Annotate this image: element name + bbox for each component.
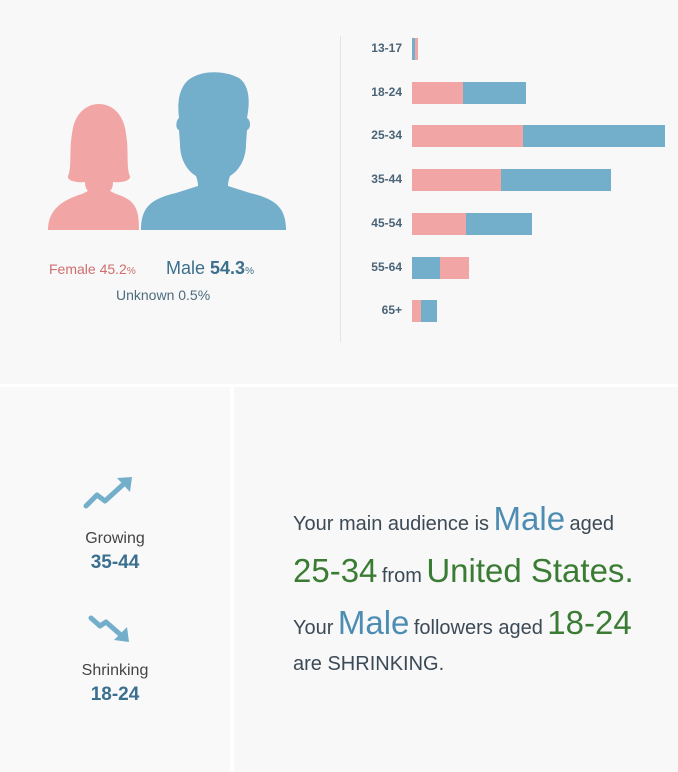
female-value: 45.2	[99, 261, 127, 277]
shrinking-trend: Shrinking 18-24	[0, 662, 230, 706]
female-bar-segment	[440, 256, 469, 279]
male-bar-segment	[522, 125, 665, 148]
male-value: 54.3	[210, 258, 246, 278]
summary-line-2: 25-34 from United States.	[293, 545, 673, 597]
male-bar-segment	[412, 256, 441, 279]
male-bar-segment	[462, 81, 526, 104]
male-bar-segment	[421, 300, 438, 323]
growing-range: 35-44	[90, 552, 140, 573]
summary-text: followers aged	[413, 617, 543, 639]
unknown-percentage: Unknown 0.5%	[116, 287, 211, 303]
male-bar-segment	[412, 38, 416, 60]
summary-age-highlight: 18-24	[547, 604, 632, 641]
summary-period: .	[624, 552, 634, 589]
chart-axis-line	[340, 36, 341, 342]
summary-text: Your main audience is	[293, 513, 490, 535]
shrinking-label: Shrinking	[81, 662, 149, 679]
summary-gender-highlight: Male	[337, 604, 410, 641]
female-silhouette-icon	[48, 104, 139, 230]
summary-text: from	[381, 565, 422, 587]
trend-up-arrow-icon	[83, 477, 132, 509]
summary-age-highlight: 25-34	[293, 552, 378, 589]
male-percentage: Male 54.3%	[166, 258, 254, 279]
growing-trend: Growing 35-44	[0, 530, 230, 574]
male-label: Male	[166, 258, 206, 278]
trend-down-arrow-icon	[88, 615, 129, 642]
demographics-panel	[0, 0, 678, 384]
summary-country-highlight: United States	[426, 552, 625, 589]
age-tick-label: 55-64	[371, 259, 402, 274]
panel-divider-vertical	[230, 387, 234, 772]
male-percent-sign: %	[245, 266, 254, 277]
summary-line-3: Your Male followers aged 18-24	[293, 597, 673, 649]
female-bar-segment	[412, 212, 466, 235]
summary-text: are SHRINKING.	[293, 653, 445, 675]
summary-line-4: are SHRINKING.	[293, 649, 673, 679]
panel-divider	[0, 384, 678, 387]
age-tick-label: 18-24	[371, 84, 402, 99]
female-bar-segment	[412, 81, 463, 104]
summary-text: Your	[293, 617, 334, 639]
trends-panel	[0, 387, 230, 772]
age-tick-label: 25-34	[371, 128, 402, 143]
age-tick-label: 65+	[381, 303, 402, 318]
male-bar-segment	[465, 212, 533, 235]
age-tick-label: 13-17	[371, 41, 402, 55]
male-silhouette-icon	[141, 72, 286, 231]
shrinking-range: 18-24	[90, 684, 140, 705]
audience-summary: Your main audience is Male aged 25-34 fr…	[293, 493, 673, 679]
age-tick-label: 45-54	[371, 215, 402, 230]
female-percent-sign: %	[126, 266, 136, 277]
female-bar-segment	[412, 169, 501, 192]
summary-line-1: Your main audience is Male aged	[293, 493, 673, 545]
age-tick-label: 35-44	[371, 172, 402, 187]
female-percentage: Female 45.2%	[49, 261, 136, 277]
summary-panel	[234, 387, 678, 772]
male-bar-segment	[500, 169, 612, 192]
summary-text: aged	[569, 513, 615, 535]
female-label: Female	[49, 261, 96, 277]
female-bar-segment	[412, 125, 523, 148]
female-bar-segment	[412, 300, 422, 323]
growing-label: Growing	[85, 530, 145, 547]
gender-silhouettes	[48, 72, 286, 231]
female-bar-segment	[415, 38, 419, 60]
age-bar-chart: 13-17 18-24 25-34 35-44 45-54 55-64 65+	[350, 30, 678, 330]
summary-gender-highlight: Male	[493, 500, 566, 537]
